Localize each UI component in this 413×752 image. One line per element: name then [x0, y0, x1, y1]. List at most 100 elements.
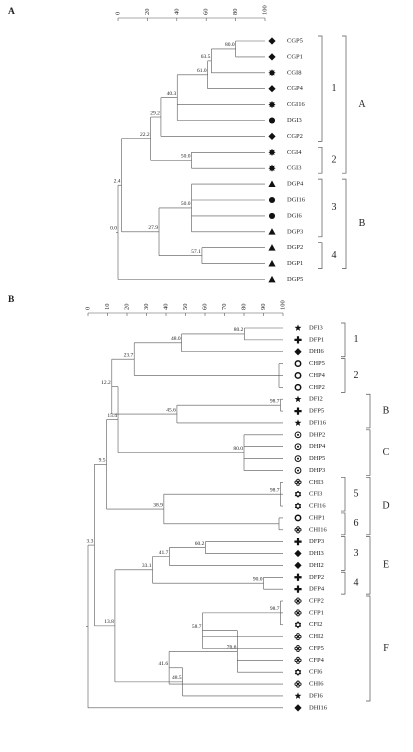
leaf-label: CGP5: [287, 37, 303, 44]
node-label: 58.7: [192, 624, 202, 630]
axis-tick-label: 70: [221, 304, 228, 311]
node-label: 22.2: [140, 132, 150, 138]
marker-shape: [268, 260, 276, 267]
leaf-label: CHI2: [309, 633, 323, 640]
axis-tick-label: 90: [260, 304, 267, 311]
leaf-marker: [294, 419, 302, 426]
leaf-marker: [268, 180, 276, 187]
marker-shape: [296, 526, 300, 530]
leaf-label: DFP2: [309, 574, 324, 581]
marker-shape: [297, 457, 299, 460]
leaf-marker: [268, 275, 276, 283]
leaf-label: DGP1: [287, 260, 303, 267]
group-label: B: [383, 405, 390, 416]
group-bracket: [366, 595, 371, 702]
marker-shape: [294, 682, 298, 686]
marker-shape: [294, 348, 302, 356]
leaf-marker: [294, 692, 302, 699]
leaf-label: CFP2: [309, 597, 324, 604]
group-label: 4: [354, 578, 359, 589]
marker-shape: [296, 636, 300, 641]
group-bracket: [366, 393, 371, 429]
leaf-label: DGP5: [287, 276, 303, 283]
marker-shape: [296, 529, 300, 534]
leaf-marker: [294, 336, 302, 344]
node-label: 15.4: [107, 413, 117, 419]
node-label: 76.6: [227, 645, 237, 651]
node-label: 63.5: [201, 54, 211, 60]
marker-shape: [298, 480, 302, 485]
axis-tick-label: 80: [232, 9, 239, 16]
leaf-marker: [294, 656, 302, 664]
marker-shape: [294, 407, 302, 415]
marker-shape: [294, 467, 302, 474]
leaf-marker: [294, 597, 302, 605]
leaf-marker: [294, 609, 302, 617]
leaf-label: CHP2: [309, 384, 325, 391]
leaf-label: DHP3: [309, 467, 325, 474]
marker-shape: [296, 504, 300, 508]
leaf-label: CHP5: [309, 360, 325, 367]
leaf-label: CFI16: [309, 503, 326, 510]
leaf-marker: [294, 644, 302, 653]
leaf-label: CHI16: [309, 526, 327, 533]
node-label: 2.4: [114, 178, 121, 184]
axis-tick-label: 20: [144, 9, 151, 16]
leaf-marker: [294, 324, 302, 331]
group-label: F: [383, 643, 389, 654]
node-label: 9.5: [99, 458, 106, 464]
axis-tick-label: 30: [143, 304, 150, 311]
marker-shape: [297, 469, 299, 472]
node-label: 98.7: [270, 398, 280, 404]
leaf-label: DGI6: [287, 212, 303, 219]
leaf-label: CFI2: [309, 621, 322, 628]
axis-tick-label: 100: [279, 300, 286, 310]
marker-shape: [296, 623, 300, 627]
leaf-label: CGI4: [287, 149, 302, 156]
marker-shape: [297, 445, 299, 448]
node-label: 98.7: [270, 606, 280, 612]
marker-shape: [296, 648, 300, 653]
leaf-label: CGP1: [287, 53, 303, 60]
node-label: 3.3: [87, 538, 94, 544]
leaf-marker: [294, 383, 302, 391]
leaf-marker: [268, 53, 276, 61]
marker-shape: [296, 478, 300, 483]
marker-shape: [294, 585, 302, 593]
leaf-label: DFP5: [309, 408, 324, 415]
leaf-label: DFI3: [309, 324, 323, 331]
marker-shape: [294, 561, 302, 569]
leaf-marker: [268, 260, 276, 267]
node-label: 90.0: [253, 576, 263, 582]
marker-shape: [268, 228, 276, 235]
leaf-marker: [294, 348, 302, 356]
axis-tick-label: 60: [203, 9, 210, 16]
leaf-label: DGP3: [287, 228, 303, 235]
group-bracket: [342, 178, 347, 269]
marker-shape: [294, 324, 302, 331]
node-label: 60.2: [195, 541, 205, 547]
marker-shape: [294, 383, 302, 391]
marker-shape: [294, 336, 302, 344]
leaf-label: DFP1: [309, 336, 324, 343]
leaf-label: DHI2: [309, 562, 324, 569]
leaf-marker: [294, 585, 302, 593]
marker-shape: [296, 656, 300, 661]
marker-shape: [296, 644, 300, 649]
node-label: 12.2: [101, 380, 111, 386]
marker-shape: [298, 599, 302, 603]
marker-shape: [298, 634, 302, 639]
node-label: 41.7: [159, 550, 169, 556]
marker-shape: [294, 528, 298, 532]
axis-tick-label: 40: [162, 304, 169, 311]
leaf-marker: [294, 490, 302, 498]
group-bracket: [318, 242, 323, 269]
group-label: 4: [332, 250, 337, 261]
leaf-label: CGP4: [287, 85, 304, 92]
leaf-marker: [268, 69, 276, 77]
leaf-label: CHI3: [309, 479, 323, 486]
leaf-label: DFP3: [309, 538, 324, 545]
marker-shape: [294, 611, 298, 615]
leaf-marker: [268, 37, 276, 45]
group-bracket: [366, 476, 371, 536]
